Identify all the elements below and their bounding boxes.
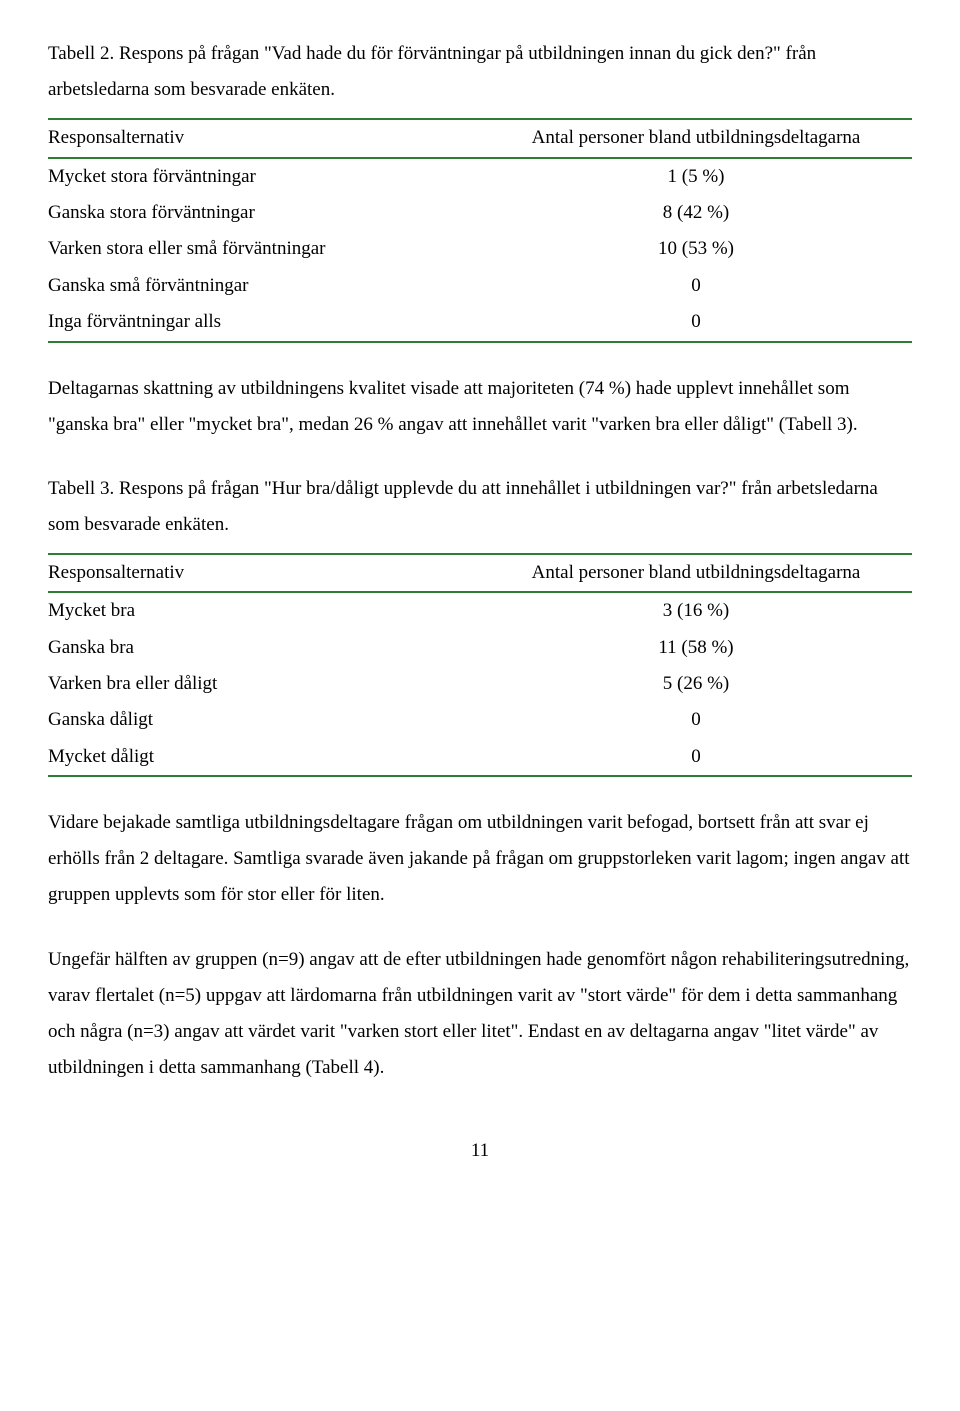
table3-row2-label: Varken bra eller dåligt — [48, 666, 480, 702]
table3-row4-label: Mycket dåligt — [48, 739, 480, 776]
table2-header-row: Responsalternativ Antal personer bland u… — [48, 119, 912, 157]
table2-row1-label: Ganska stora förväntningar — [48, 195, 480, 231]
paragraph-3: Ungefär hälften av gruppen (n=9) angav a… — [48, 942, 912, 1086]
table2-row3-label: Ganska små förväntningar — [48, 268, 480, 304]
table2-header-right: Antal personer bland utbildningsdeltagar… — [480, 119, 912, 157]
table2-row4-label: Inga förväntningar alls — [48, 304, 480, 341]
table3-header-right: Antal personer bland utbildningsdeltagar… — [480, 554, 912, 592]
table3-row2-value: 5 (26 %) — [480, 666, 912, 702]
table2-row4-value: 0 — [480, 304, 912, 341]
table2-row3-value: 0 — [480, 268, 912, 304]
table-row: Inga förväntningar alls 0 — [48, 304, 912, 341]
table3-row0-value: 3 (16 %) — [480, 592, 912, 629]
paragraph-2: Vidare bejakade samtliga utbildningsdelt… — [48, 805, 912, 913]
table2-row0-label: Mycket stora förväntningar — [48, 158, 480, 195]
table-row: Ganska små förväntningar 0 — [48, 268, 912, 304]
table2-row0-value: 1 (5 %) — [480, 158, 912, 195]
table-row: Varken bra eller dåligt 5 (26 %) — [48, 666, 912, 702]
table2-row1-value: 8 (42 %) — [480, 195, 912, 231]
table2-row2-value: 10 (53 %) — [480, 231, 912, 267]
table2-header-left: Responsalternativ — [48, 119, 480, 157]
table-row: Ganska bra 11 (58 %) — [48, 630, 912, 666]
table-row: Mycket dåligt 0 — [48, 739, 912, 776]
page-number: 11 — [48, 1136, 912, 1166]
table3-row3-value: 0 — [480, 702, 912, 738]
table-row: Mycket stora förväntningar 1 (5 %) — [48, 158, 912, 195]
table-row: Mycket bra 3 (16 %) — [48, 592, 912, 629]
table-row: Ganska dåligt 0 — [48, 702, 912, 738]
table3-row1-label: Ganska bra — [48, 630, 480, 666]
table2-caption: Tabell 2. Respons på frågan "Vad hade du… — [48, 36, 912, 108]
table3-caption: Tabell 3. Respons på frågan "Hur bra/dål… — [48, 471, 912, 543]
paragraph-1: Deltagarnas skattning av utbildningens k… — [48, 371, 912, 443]
table2-row2-label: Varken stora eller små förväntningar — [48, 231, 480, 267]
table3-header-row: Responsalternativ Antal personer bland u… — [48, 554, 912, 592]
table3-row4-value: 0 — [480, 739, 912, 776]
table2: Responsalternativ Antal personer bland u… — [48, 118, 912, 342]
table3: Responsalternativ Antal personer bland u… — [48, 553, 912, 777]
table3-row0-label: Mycket bra — [48, 592, 480, 629]
table-row: Ganska stora förväntningar 8 (42 %) — [48, 195, 912, 231]
table3-header-left: Responsalternativ — [48, 554, 480, 592]
table3-row3-label: Ganska dåligt — [48, 702, 480, 738]
table-row: Varken stora eller små förväntningar 10 … — [48, 231, 912, 267]
table3-row1-value: 11 (58 %) — [480, 630, 912, 666]
